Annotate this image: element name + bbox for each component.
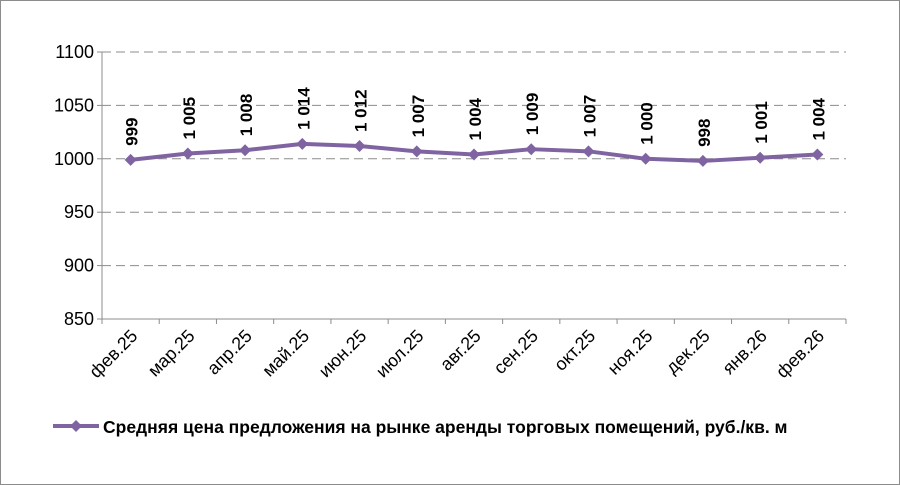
x-tick-label: мар.25 — [144, 326, 199, 381]
x-tick-label: янв.26 — [718, 326, 771, 379]
data-point-marker — [124, 153, 137, 166]
y-tick-label: 1000 — [54, 149, 94, 169]
data-point-marker — [525, 143, 538, 156]
data-label: 999 — [123, 117, 142, 145]
data-label: 1 001 — [752, 101, 771, 144]
data-label: 1 004 — [809, 97, 828, 140]
x-tick-label: май.25 — [258, 326, 313, 381]
legend: Средняя цена предложения на рынке аренды… — [53, 413, 873, 441]
data-point-marker — [468, 148, 480, 161]
x-tick-label: авг.25 — [436, 326, 485, 375]
x-tick-label: окт.25 — [550, 326, 599, 375]
data-label: 1 007 — [580, 95, 599, 138]
x-tick-label: ноя.25 — [604, 326, 657, 379]
data-label: 1 005 — [180, 97, 199, 140]
x-tick-label: апр.25 — [203, 326, 256, 379]
x-tick-label: июн.25 — [315, 326, 371, 382]
y-tick-label: 850 — [64, 309, 94, 329]
data-point-marker — [353, 139, 366, 152]
y-tick-label: 1100 — [55, 42, 94, 62]
data-label: 1 009 — [523, 93, 542, 136]
x-tick-label: сен.25 — [490, 326, 542, 378]
data-point-marker — [754, 151, 767, 164]
data-point-marker — [582, 145, 595, 158]
data-label: 1 012 — [352, 89, 371, 132]
data-label: 1 007 — [409, 95, 428, 138]
x-tick-label: дек.25 — [662, 326, 714, 378]
data-point-marker — [410, 145, 423, 158]
data-point-marker — [811, 148, 824, 161]
data-point-marker — [181, 147, 194, 160]
y-tick-label: 1050 — [54, 95, 94, 115]
x-tick-label: июл.25 — [372, 326, 428, 382]
line-chart: 850 900 950 1000 1050 1100 фев.25 мар.25 апр.25 м… — [54, 42, 847, 382]
data-point-marker — [639, 152, 652, 165]
data-point-marker — [239, 144, 252, 157]
data-label: 1 000 — [638, 102, 657, 145]
data-label: 1 008 — [237, 94, 256, 137]
y-tick-label: 900 — [64, 256, 94, 276]
data-point-marker — [696, 154, 709, 167]
x-tick-label: фев.26 — [772, 326, 828, 382]
data-label: 1 004 — [466, 97, 485, 140]
data-label: 998 — [695, 119, 714, 147]
legend-key-icon — [53, 413, 99, 439]
x-tick-label: фев.25 — [85, 326, 141, 382]
legend-label: Средняя цена предложения на рынке аренды… — [103, 417, 788, 437]
data-label: 1 014 — [294, 87, 313, 130]
y-tick-label: 950 — [64, 202, 94, 222]
data-point-marker — [296, 137, 309, 150]
